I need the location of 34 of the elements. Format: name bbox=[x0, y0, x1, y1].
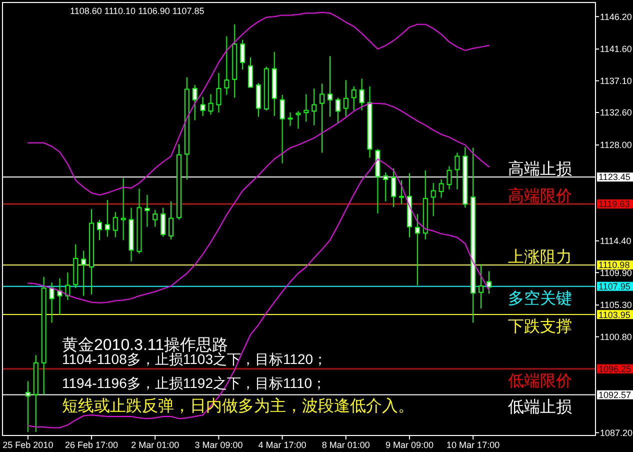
chart-title: 1108.60 1110.10 1106.90 1107.85 bbox=[70, 6, 204, 16]
annotation: 高端限价 bbox=[508, 186, 572, 205]
y-tick-label: 1109.90 bbox=[600, 268, 632, 278]
annotation: 上涨阻力 bbox=[508, 248, 572, 266]
y-tick-label: 1114.40 bbox=[600, 236, 632, 246]
x-tick-label: 8 Mar 01:00 bbox=[322, 440, 370, 450]
x-tick-label: 26 Feb 17:00 bbox=[65, 440, 118, 450]
y-tick-label: 1128.00 bbox=[600, 140, 632, 150]
y-tick-label: 1100.80 bbox=[600, 332, 632, 342]
x-tick-label: 10 Mar 17:00 bbox=[446, 440, 500, 450]
annotation: 低端限价 bbox=[508, 372, 572, 390]
annotation: 下跌支撑 bbox=[508, 318, 572, 336]
ref-line-label: 1110.98 bbox=[598, 260, 630, 270]
annotation: 多空关键 bbox=[508, 289, 572, 308]
x-tick-label: 4 Mar 17:00 bbox=[258, 440, 306, 450]
x-tick-label: 9 Mar 09:00 bbox=[385, 440, 434, 450]
ref-line-label: 1119.63 bbox=[598, 199, 630, 210]
ref-line-label: 1123.45 bbox=[598, 172, 630, 182]
annotation: 1194-1196多，止损1192之下，目标1110； bbox=[62, 375, 326, 391]
y-tick-label: 1132.60 bbox=[600, 108, 632, 118]
ref-line-label: 1103.95 bbox=[598, 310, 630, 320]
y-tick-label: 1146.20 bbox=[600, 12, 632, 22]
x-tick-label: 3 Mar 09:00 bbox=[194, 440, 243, 450]
x-tick-label: 25 Feb 2010 bbox=[2, 440, 54, 450]
annotation: 高端止损 bbox=[508, 160, 572, 178]
y-tick-label: 1087.20 bbox=[600, 428, 633, 438]
y-tick-label: 1105.30 bbox=[600, 300, 632, 310]
y-tick-label: 1141.60 bbox=[600, 44, 632, 54]
ref-line-label: 1092.57 bbox=[598, 390, 632, 400]
x-tick-label: 2 Mar 01:00 bbox=[131, 440, 180, 450]
y-tick-label: 1137.10 bbox=[600, 76, 632, 86]
ref-line-label: 1107.95 bbox=[598, 282, 630, 292]
annotation: 低端止损 bbox=[508, 398, 572, 416]
ref-line-label: 1096.25 bbox=[598, 364, 632, 374]
